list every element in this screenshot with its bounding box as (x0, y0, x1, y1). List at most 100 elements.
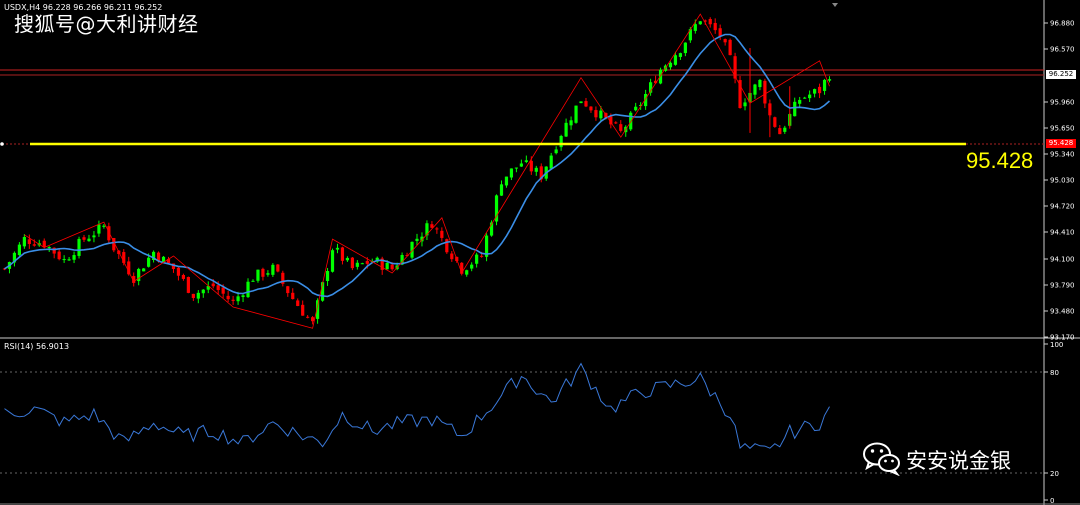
candle-body (410, 241, 414, 258)
candle-body (822, 79, 827, 91)
candle-body (241, 295, 245, 298)
candle-body (718, 28, 722, 37)
candle-body (668, 62, 673, 68)
candle-body (579, 101, 583, 104)
wechat-icon (863, 442, 900, 476)
watermark-bottom: 安安说金银 (906, 449, 1011, 473)
candle-body (494, 195, 499, 222)
candle-body (57, 251, 61, 260)
candle-body (345, 257, 350, 261)
candle-body (186, 276, 190, 293)
candle-body (524, 160, 528, 162)
candle-body (763, 80, 767, 104)
candle-body (450, 253, 454, 260)
level-anchor (0, 142, 4, 146)
candle-body (793, 101, 797, 117)
candle-body (72, 255, 76, 260)
candle-body (380, 258, 384, 270)
price-tick-label: 96.880 (1050, 20, 1075, 28)
candle-body (475, 254, 479, 264)
candle-body (271, 264, 275, 275)
candle-body (738, 80, 742, 109)
candle-body (301, 304, 305, 316)
candle-body (216, 285, 220, 291)
candle-body (246, 281, 250, 298)
candle-body (728, 39, 732, 56)
price-tick-label: 93.480 (1050, 308, 1075, 316)
price-tick-label: 94.100 (1050, 256, 1075, 264)
candle-body (554, 149, 558, 154)
candle-body (803, 97, 807, 99)
candle-body (266, 273, 270, 275)
shift-marker (832, 3, 838, 7)
candle-body (743, 102, 747, 107)
candle-body (127, 261, 131, 275)
candle-body (92, 235, 96, 238)
moving-average-series (4, 33, 831, 298)
candle-body (549, 155, 553, 169)
candle-body (599, 110, 603, 119)
candle-body (465, 270, 469, 275)
candle-body (281, 272, 285, 284)
candle-body (569, 120, 573, 126)
candle-body (231, 299, 235, 301)
candle-body (445, 239, 449, 253)
candle-body (584, 101, 588, 107)
candle-body (440, 230, 444, 238)
candle-body (415, 238, 419, 242)
price-tick-label: 93.790 (1050, 282, 1075, 290)
candle-body (644, 93, 648, 107)
candle-body (758, 79, 762, 88)
candle-body (166, 258, 171, 264)
candle-body (102, 225, 106, 227)
candle-body (817, 86, 822, 94)
candle-body (574, 105, 578, 123)
support-level-line[interactable] (0, 142, 1044, 146)
candle-body (683, 42, 687, 54)
candle-body (226, 295, 230, 300)
candle-body (196, 292, 200, 299)
candle-body (783, 127, 787, 132)
candle-body (291, 292, 295, 300)
candle-body (509, 168, 514, 178)
candle-body (698, 21, 702, 25)
candle-body (32, 244, 36, 246)
rsi-tick-label: 100 (1050, 341, 1063, 349)
candle-body (634, 106, 638, 111)
candle-body (589, 106, 593, 111)
candle-body (350, 257, 354, 269)
candle-body (648, 82, 653, 93)
candle-body (221, 287, 225, 294)
candle-body (519, 163, 523, 167)
zigzag-line (24, 13, 830, 329)
candle-body (201, 289, 205, 294)
candle-body (405, 255, 409, 257)
candle-body (460, 262, 464, 274)
candle-body (161, 256, 166, 264)
candle-body (688, 29, 692, 41)
candle-body (206, 285, 210, 290)
price-tick-label: 93.170 (1050, 334, 1075, 342)
candle-body (708, 19, 712, 25)
current-price-tag: 96.252 (1046, 70, 1076, 79)
candle-body (385, 262, 389, 270)
watermark-top: 搜狐号@大利讲财经 (14, 12, 199, 36)
candle-body (142, 268, 146, 272)
candle-body (355, 262, 359, 267)
candle-body (798, 99, 802, 104)
candle-body (499, 184, 504, 196)
candle-body (12, 252, 17, 263)
candle-body (813, 89, 817, 94)
candle-body (539, 166, 543, 180)
candle-body (151, 251, 156, 261)
candle-body (87, 238, 91, 242)
candle-body (753, 84, 757, 95)
candle-body (614, 122, 618, 124)
candle-body (390, 264, 394, 270)
candle-body (504, 176, 509, 186)
candle-body (559, 136, 563, 148)
price-tick-label: 95.030 (1050, 177, 1075, 185)
rsi-line (4, 362, 830, 450)
